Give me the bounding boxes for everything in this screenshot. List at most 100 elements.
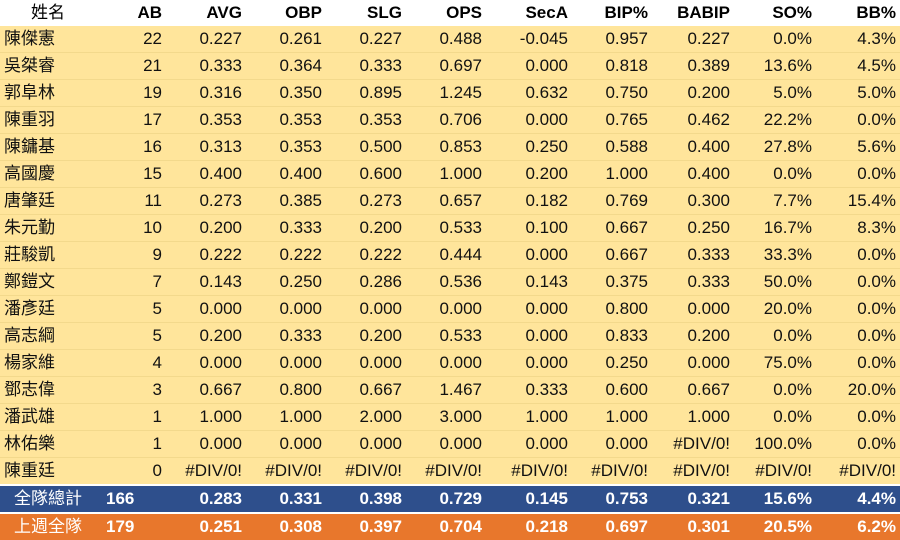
- cell-bip: 0.765: [572, 106, 652, 134]
- total-avg: 0.283: [166, 484, 246, 513]
- cell-so: 20.0%: [734, 295, 816, 323]
- cell-ab: 1: [96, 430, 166, 458]
- cell-slg: 0.895: [326, 79, 406, 107]
- header-seca[interactable]: SecA: [486, 0, 572, 26]
- cell-name: 朱元勤: [0, 214, 96, 242]
- cell-avg: 0.200: [166, 214, 246, 242]
- cell-name: 鄧志偉: [0, 376, 96, 404]
- cell-ops: 0.488: [406, 26, 486, 53]
- player-row[interactable]: 朱元勤 10 0.200 0.333 0.200 0.533 0.100 0.667 0.250…: [0, 214, 900, 242]
- cell-bb: 0.0%: [816, 295, 900, 323]
- cell-obp: 0.400: [246, 160, 326, 188]
- cell-ab: 17: [96, 106, 166, 134]
- player-rows: 陳傑憲 22 0.227 0.261 0.227 0.488 -0.045 0.957 0.22…: [0, 26, 900, 486]
- cell-obp: 0.364: [246, 52, 326, 80]
- player-row[interactable]: 郭阜林 19 0.316 0.350 0.895 1.245 0.632 0.750 0.200…: [0, 79, 900, 107]
- header-slg[interactable]: SLG: [326, 0, 406, 26]
- cell-bip: 0.769: [572, 187, 652, 215]
- total-ab: 166: [96, 484, 166, 513]
- cell-name: 莊駿凱: [0, 241, 96, 269]
- player-row[interactable]: 陳重廷 0 #DIV/0! #DIV/0! #DIV/0! #DIV/0! #DIV/0! #…: [0, 457, 900, 486]
- cell-ab: 3: [96, 376, 166, 404]
- cell-so: 13.6%: [734, 52, 816, 80]
- cell-babip: 0.400: [652, 133, 734, 161]
- header-ops[interactable]: OPS: [406, 0, 486, 26]
- cell-ab: 7: [96, 268, 166, 296]
- cell-name: 潘武雄: [0, 403, 96, 431]
- cell-obp: 0.000: [246, 295, 326, 323]
- cell-bip: 0.667: [572, 241, 652, 269]
- cell-bb: 0.0%: [816, 160, 900, 188]
- cell-seca: 1.000: [486, 403, 572, 431]
- header-name[interactable]: 姓名: [0, 0, 96, 26]
- cell-babip: 0.333: [652, 268, 734, 296]
- header-bip[interactable]: BIP%: [572, 0, 652, 26]
- cell-avg: 0.000: [166, 295, 246, 323]
- cell-bip: 0.600: [572, 376, 652, 404]
- cell-name: 吳桀睿: [0, 52, 96, 80]
- total-ops: 0.729: [406, 484, 486, 513]
- last-week-row[interactable]: 上週全隊 179 0.251 0.308 0.397 0.704 0.218 0…: [0, 512, 900, 540]
- cell-bb: 4.5%: [816, 52, 900, 80]
- cell-so: 0.0%: [734, 376, 816, 404]
- cell-bip: 0.957: [572, 26, 652, 53]
- cell-name: 楊家維: [0, 349, 96, 377]
- header-babip[interactable]: BABIP: [652, 0, 734, 26]
- cell-bb: 20.0%: [816, 376, 900, 404]
- cell-ab: 16: [96, 133, 166, 161]
- cell-babip: 1.000: [652, 403, 734, 431]
- cell-so: 75.0%: [734, 349, 816, 377]
- cell-name: 陳傑憲: [0, 26, 96, 53]
- cell-bb: 5.0%: [816, 79, 900, 107]
- player-row[interactable]: 鄭鎧文 7 0.143 0.250 0.286 0.536 0.143 0.375 0.333 5…: [0, 268, 900, 296]
- player-row[interactable]: 莊駿凱 9 0.222 0.222 0.222 0.444 0.000 0.667 0.333 3…: [0, 241, 900, 269]
- header-avg[interactable]: AVG: [166, 0, 246, 26]
- lastweek-ops: 0.704: [406, 512, 486, 540]
- cell-ab: 0: [96, 457, 166, 486]
- cell-name: 陳重羽: [0, 106, 96, 134]
- cell-ab: 22: [96, 26, 166, 53]
- player-row[interactable]: 潘武雄 1 1.000 1.000 2.000 3.000 1.000 1.000 1.000 0…: [0, 403, 900, 431]
- cell-bip: 0.833: [572, 322, 652, 350]
- team-total-row[interactable]: 全隊總計 166 0.283 0.331 0.398 0.729 0.145 0…: [0, 484, 900, 513]
- cell-bip: 0.667: [572, 214, 652, 242]
- player-row[interactable]: 吳桀睿 21 0.333 0.364 0.333 0.697 0.000 0.818 0.389…: [0, 52, 900, 80]
- player-row[interactable]: 潘彥廷 5 0.000 0.000 0.000 0.000 0.000 0.800 0.000 2…: [0, 295, 900, 323]
- player-row[interactable]: 高志綱 5 0.200 0.333 0.200 0.533 0.000 0.833 0.200 0…: [0, 322, 900, 350]
- cell-avg: 0.200: [166, 322, 246, 350]
- cell-obp: 0.800: [246, 376, 326, 404]
- player-row[interactable]: 高國慶 15 0.400 0.400 0.600 1.000 0.200 1.000 0.400…: [0, 160, 900, 188]
- player-row[interactable]: 陳鏞基 16 0.313 0.353 0.500 0.853 0.250 0.588 0.400…: [0, 133, 900, 161]
- cell-slg: 0.286: [326, 268, 406, 296]
- lastweek-babip: 0.301: [652, 512, 734, 540]
- player-row[interactable]: 唐肇廷 11 0.273 0.385 0.273 0.657 0.182 0.769 0.300…: [0, 187, 900, 215]
- player-row[interactable]: 陳重羽 17 0.353 0.353 0.353 0.706 0.000 0.765 0.462…: [0, 106, 900, 134]
- header-obp[interactable]: OBP: [246, 0, 326, 26]
- cell-bb: 0.0%: [816, 403, 900, 431]
- cell-so: 7.7%: [734, 187, 816, 215]
- cell-bb: 4.3%: [816, 26, 900, 53]
- cell-avg: #DIV/0!: [166, 457, 246, 486]
- cell-bb: 0.0%: [816, 241, 900, 269]
- cell-ops: 0.536: [406, 268, 486, 296]
- cell-slg: 0.667: [326, 376, 406, 404]
- cell-ops: #DIV/0!: [406, 457, 486, 486]
- lastweek-avg: 0.251: [166, 512, 246, 540]
- player-row[interactable]: 鄧志偉 3 0.667 0.800 0.667 1.467 0.333 0.600 0.667 0…: [0, 376, 900, 404]
- total-seca: 0.145: [486, 484, 572, 513]
- header-so[interactable]: SO%: [734, 0, 816, 26]
- cell-avg: 0.227: [166, 26, 246, 53]
- cell-seca: 0.100: [486, 214, 572, 242]
- header-ab[interactable]: AB: [96, 0, 166, 26]
- player-row[interactable]: 林佑樂 1 0.000 0.000 0.000 0.000 0.000 0.000 #DIV/0…: [0, 430, 900, 458]
- cell-ab: 5: [96, 322, 166, 350]
- cell-babip: #DIV/0!: [652, 430, 734, 458]
- cell-ops: 0.000: [406, 295, 486, 323]
- cell-avg: 0.000: [166, 430, 246, 458]
- cell-name: 林佑樂: [0, 430, 96, 458]
- cell-so: 0.0%: [734, 403, 816, 431]
- header-bb[interactable]: BB%: [816, 0, 900, 26]
- player-row[interactable]: 陳傑憲 22 0.227 0.261 0.227 0.488 -0.045 0.957 0.22…: [0, 26, 900, 53]
- player-row[interactable]: 楊家維 4 0.000 0.000 0.000 0.000 0.000 0.250 0.000 7…: [0, 349, 900, 377]
